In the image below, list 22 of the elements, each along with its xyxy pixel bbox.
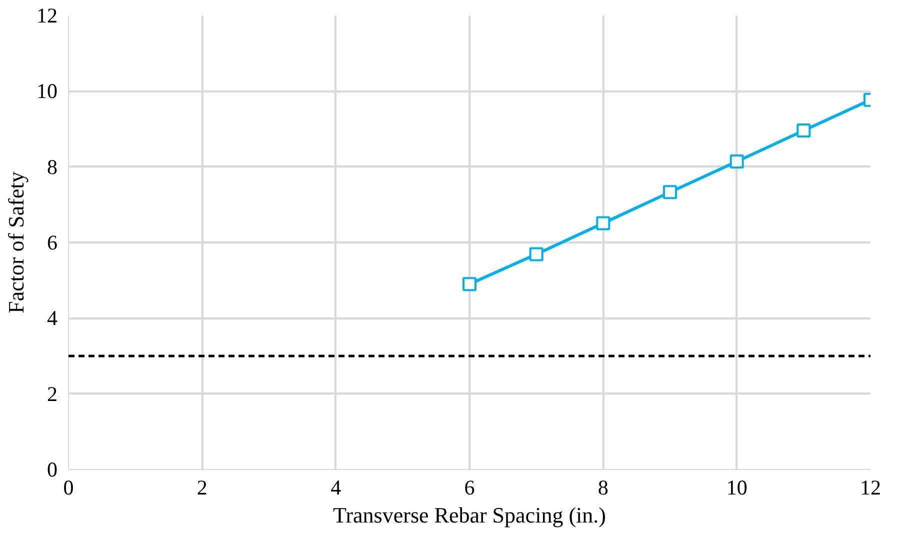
point: [796, 124, 811, 138]
y-tick-label: 8: [47, 154, 58, 179]
y-tick-label: 2: [47, 382, 58, 406]
y-tick-label: 0: [47, 458, 58, 482]
y-tick-label: 4: [47, 306, 58, 330]
y-tick-label: 12: [36, 4, 58, 28]
y-tick-label: 10: [36, 79, 58, 104]
y-tick-label: 6: [47, 230, 58, 254]
y-axis-title: Factor of Safety: [4, 172, 28, 314]
x-tick-label: 6: [464, 476, 475, 500]
point: [462, 277, 476, 292]
x-tick-label: 10: [726, 476, 748, 500]
x-tick-label: 2: [196, 476, 208, 500]
x-tick-label: 0: [63, 476, 74, 500]
x-axis-title: Transverse Rebar Spacing (in.): [333, 502, 606, 528]
point: [596, 216, 610, 230]
point: [730, 154, 744, 169]
point: [663, 185, 677, 200]
point: [529, 247, 544, 262]
x-tick-label: 4: [330, 476, 342, 500]
x-tick-label: 8: [598, 476, 608, 500]
x-tick-label: 12: [860, 476, 881, 500]
